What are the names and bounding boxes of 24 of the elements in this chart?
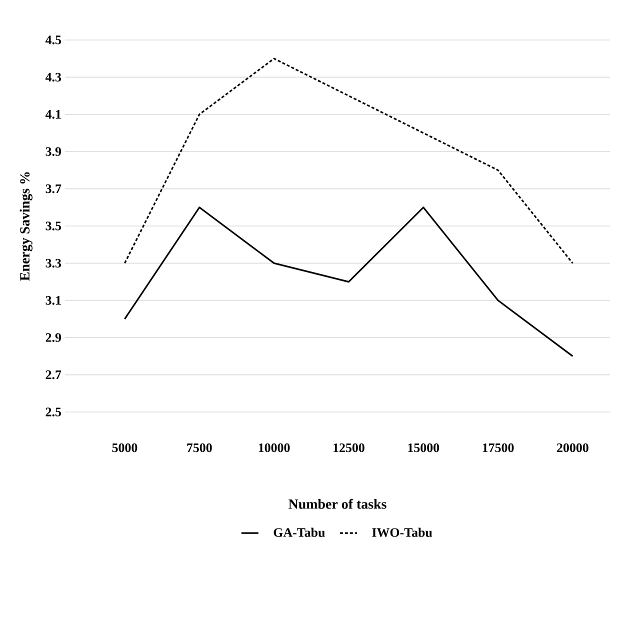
y-tick-label: 3.1 [46, 296, 61, 305]
x-tick-label: 15000 [408, 443, 440, 452]
legend-label: GA-Tabu [274, 528, 325, 537]
y-tick-label: 2.9 [46, 333, 62, 342]
x-tick-label: 17500 [482, 443, 514, 452]
x-tick-label: 5000 [112, 443, 138, 452]
y-axis-title: Energy Savings % [20, 172, 32, 281]
line-series [124, 206, 574, 357]
line-series [124, 58, 574, 264]
x-tick-label: 7500 [187, 443, 212, 452]
y-tick-label: 4.5 [45, 36, 62, 44]
y-tick-label: 4.1 [45, 110, 61, 119]
x-tick-label: 20000 [557, 443, 588, 452]
y-tick-label: 2.7 [46, 370, 62, 380]
y-tick-label: 3.3 [46, 258, 62, 268]
x-tick-label: 10000 [258, 443, 290, 452]
y-tick-label: 3.9 [46, 147, 62, 156]
y-tick-label: 4.3 [45, 72, 62, 82]
y-tick-label: 3.7 [46, 184, 62, 194]
x-axis-title: Number of tasks [288, 498, 386, 509]
x-tick-label: 12500 [334, 443, 364, 452]
y-tick-label: 3.5 [46, 222, 62, 230]
legend-label: IWO-Tabu [372, 528, 432, 537]
y-tick-label: 2.5 [46, 408, 62, 416]
